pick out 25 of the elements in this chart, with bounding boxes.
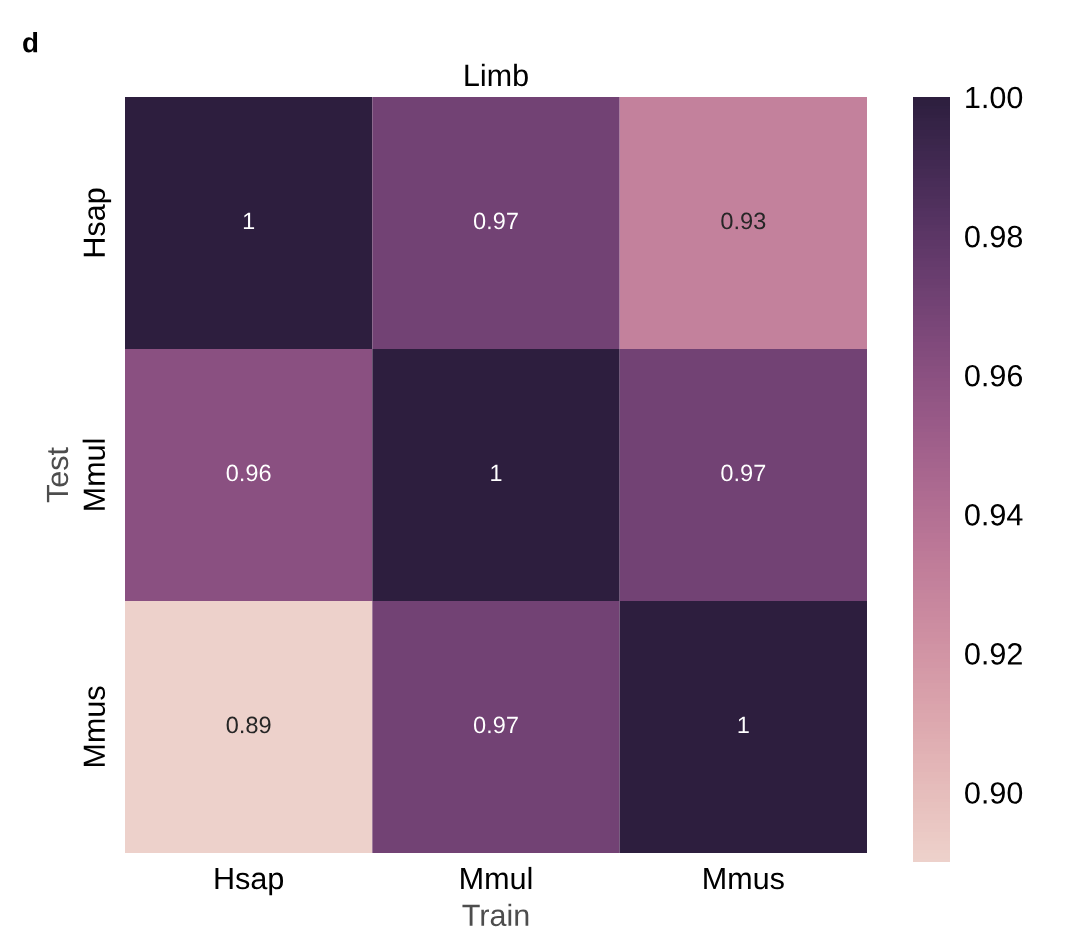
y-tick-label: Hsap xyxy=(83,188,112,257)
color-bar-label: 0.94 xyxy=(965,504,1023,526)
color-bar-label: 0.98 xyxy=(965,225,1023,248)
chart-title: Limb xyxy=(465,63,528,87)
data-label: 0.89 xyxy=(226,716,271,734)
data-label: 1 xyxy=(243,212,255,230)
data-label: 1 xyxy=(738,716,749,734)
color-bar-label: 0.90 xyxy=(965,782,1023,804)
color-bar-label: 0.92 xyxy=(965,643,1022,665)
color-bar-label: 0.96 xyxy=(965,364,1023,387)
data-label: 0.97 xyxy=(473,716,518,734)
y-axis-title: Test xyxy=(46,447,69,503)
x-tick-label: Mmus xyxy=(704,868,784,890)
x-tick-label: Hsap xyxy=(215,868,284,896)
data-label: 0.97 xyxy=(473,212,518,230)
x-tick-label: Mmul xyxy=(461,866,532,890)
y-tick-label: Mmul xyxy=(82,439,106,510)
data-label: 1 xyxy=(491,464,502,482)
text: d xyxy=(23,32,38,53)
data-label: 0.93 xyxy=(721,212,766,230)
x-axis-title: Train xyxy=(462,903,529,927)
data-label: 0.96 xyxy=(226,464,271,482)
y-tick-label: Mmus xyxy=(83,686,106,767)
color-bar-label: 1.00 xyxy=(966,86,1023,109)
data-label: 0.97 xyxy=(721,464,766,482)
